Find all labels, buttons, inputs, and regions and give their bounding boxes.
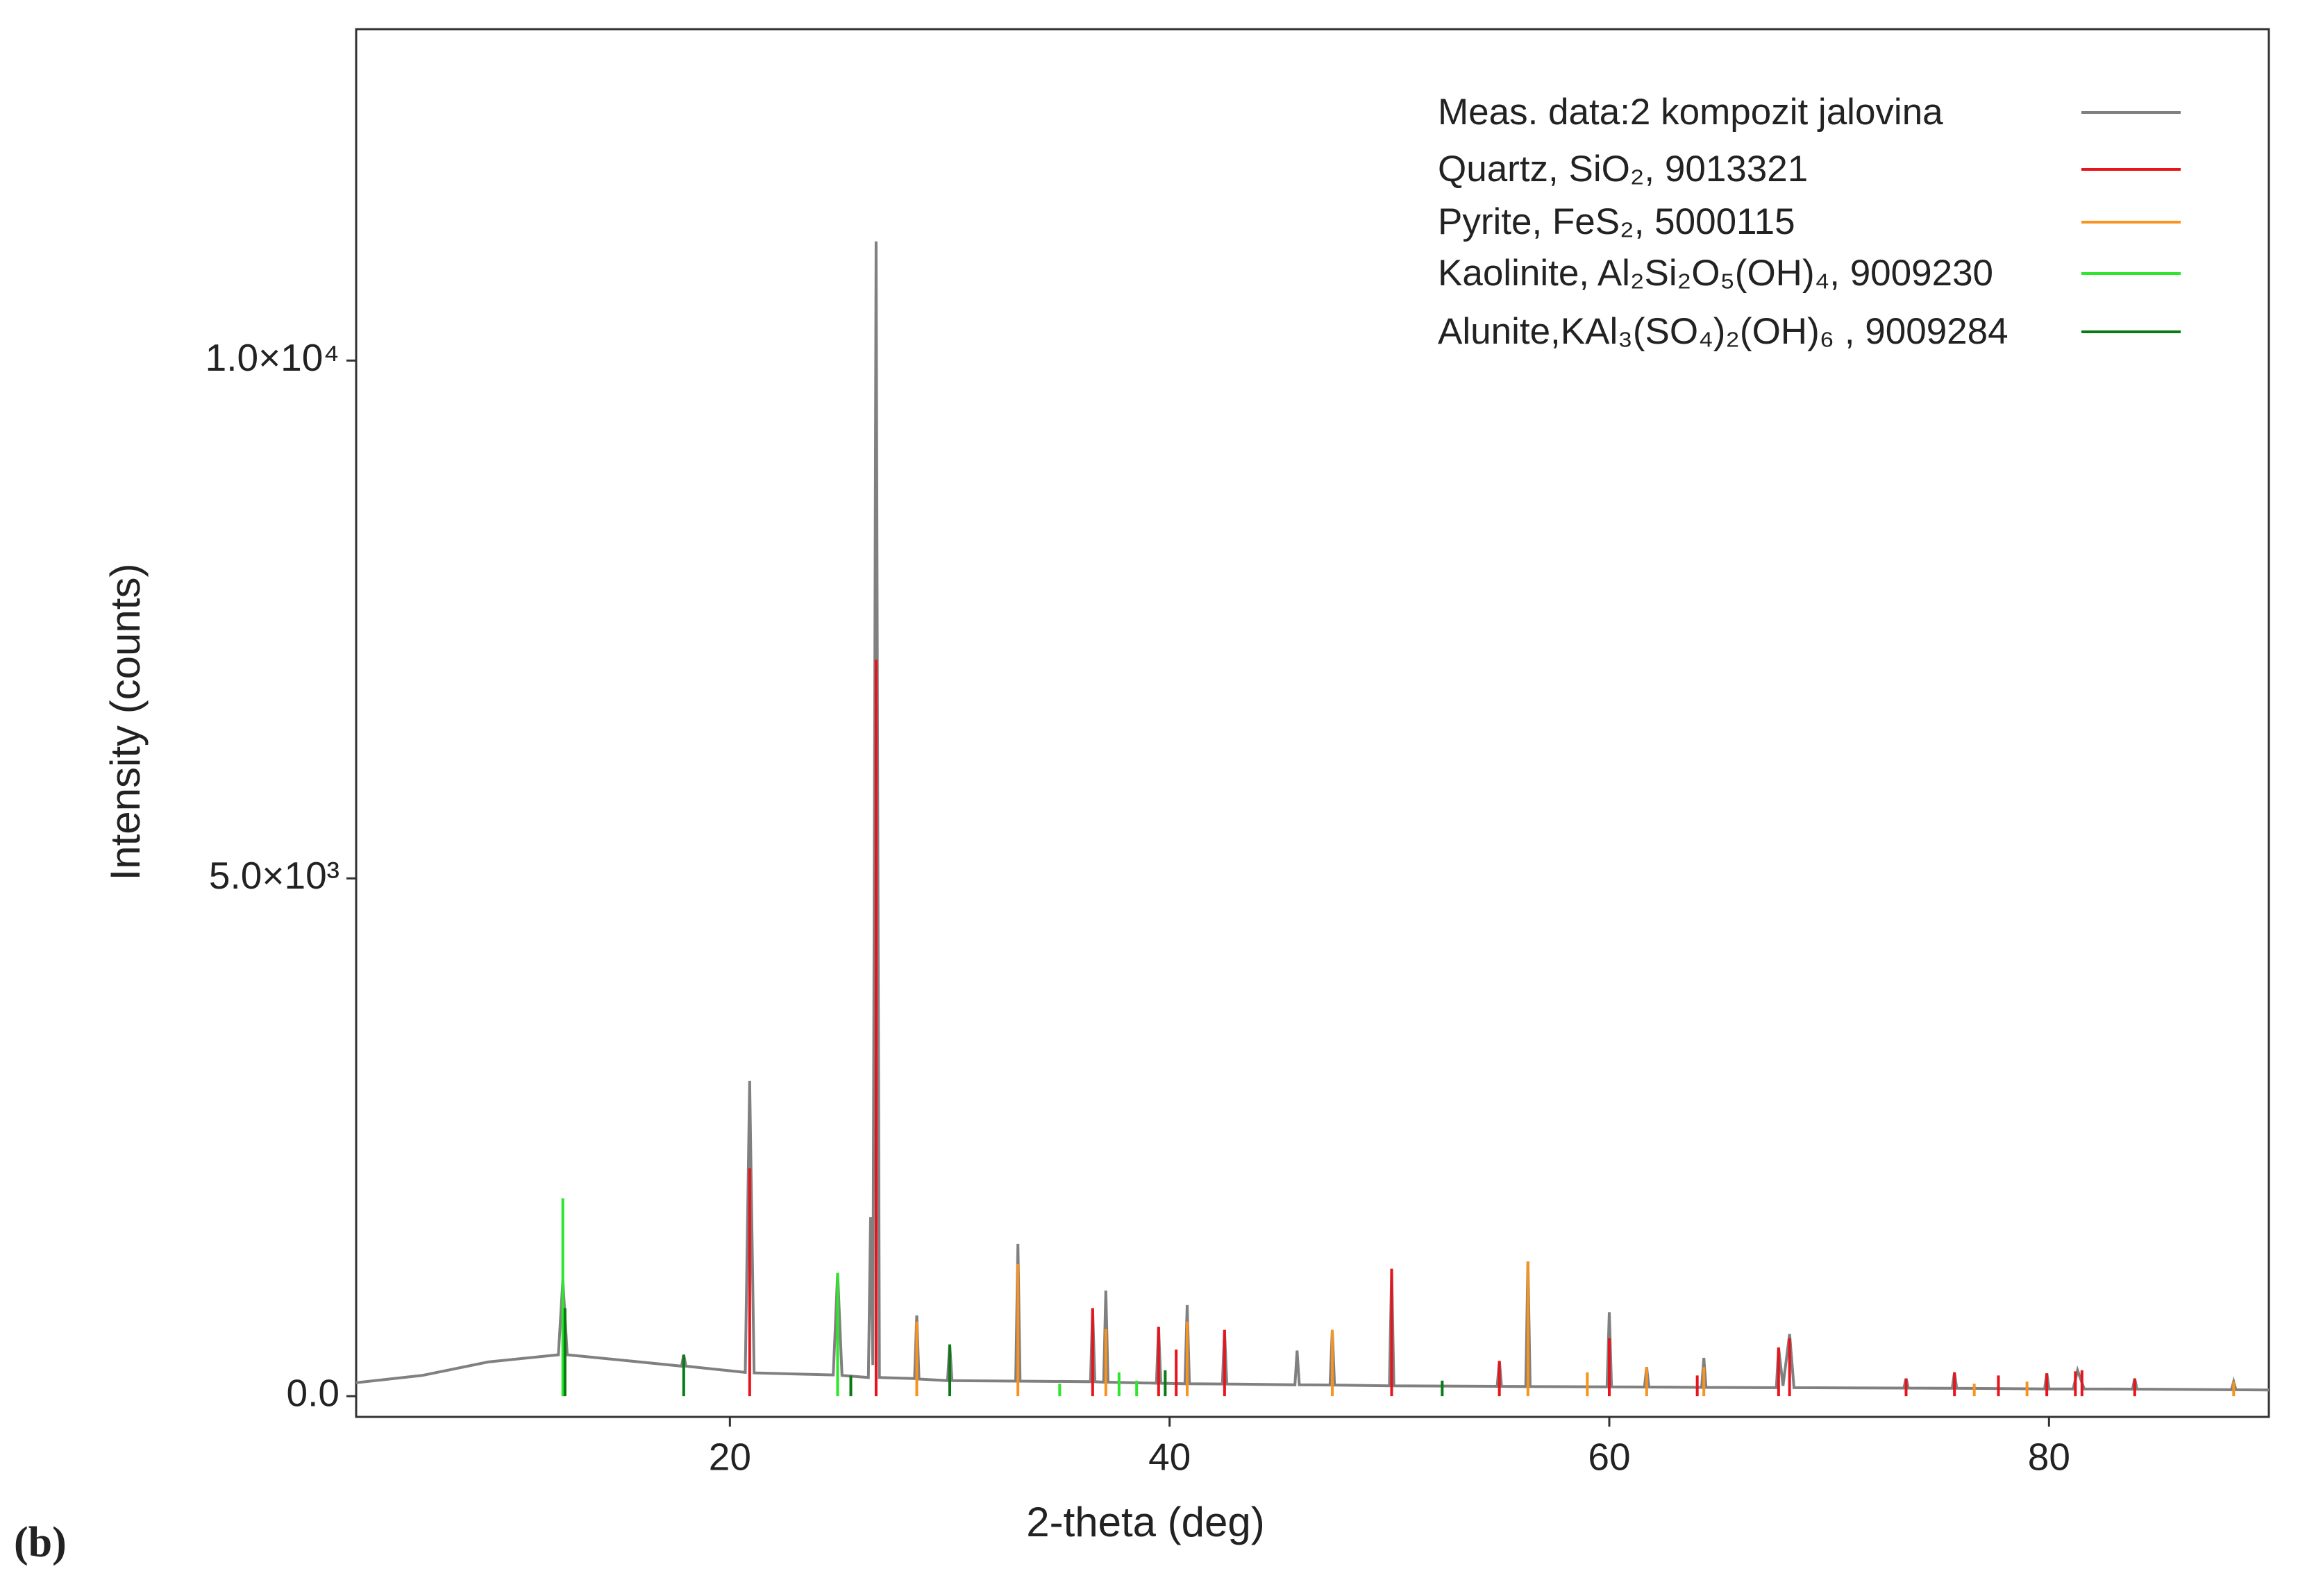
legend-label: Meas. data:2 kompozit jalovina [1438, 92, 1943, 133]
legend-label: Quartz, SiO₂, 9013321 [1438, 149, 1808, 190]
y-tick-label: 0.0 [287, 1372, 339, 1415]
x-tick-label: 40 [1148, 1436, 1191, 1479]
y-tick-label: 5.0×10³ [209, 854, 339, 897]
x-tick-label: 80 [2028, 1436, 2070, 1479]
legend-label: Alunite,KAl₃(SO₄)₂(OH)₆ , 9009284 [1438, 311, 2008, 352]
plot-frame [355, 28, 2270, 1418]
x-axis-label: 2-theta (deg) [1026, 1499, 1265, 1545]
y-tick-label: 1.0×10⁴ [206, 336, 339, 379]
x-tick-label: 60 [1588, 1436, 1630, 1479]
y-axis-label: Intensity (counts) [102, 564, 149, 881]
data-line [355, 241, 2270, 1392]
panel-label: (b) [14, 1519, 67, 1566]
legend-label: Pyrite, FeS₂, 5000115 [1438, 201, 1795, 242]
legend-label: Kaolinite, Al₂Si₂O₅(OH)₄, 9009230 [1438, 253, 1993, 294]
x-tick-label: 20 [709, 1436, 751, 1479]
